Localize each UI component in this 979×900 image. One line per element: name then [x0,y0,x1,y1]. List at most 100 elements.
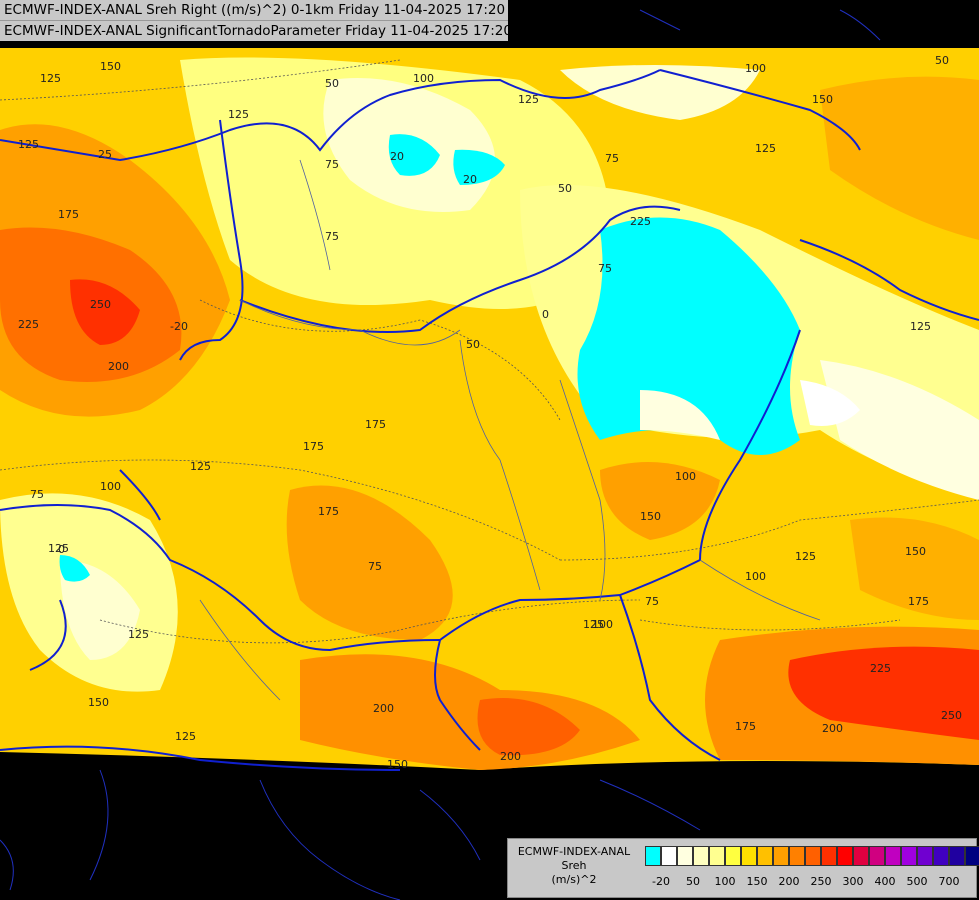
contour-label: 175 [303,440,324,453]
shade-orange [850,517,979,620]
contour-label: 200 [500,750,521,763]
contour-line [639,619,901,631]
border-line [0,69,661,162]
contour-label: 150 [100,60,121,73]
header-line-2: ECMWF-INDEX-ANAL SignificantTornadoParam… [0,21,512,41]
contour-label: 125 [795,550,816,563]
contour-label: 225 [870,662,891,675]
border-line [439,329,801,641]
shade-red [788,646,979,740]
shade-cream [60,560,140,660]
legend-swatch [773,846,789,866]
legend-swatch [821,846,837,866]
contour-label: 150 [88,696,109,709]
river-line [459,339,541,591]
border-line [619,594,721,761]
contour-label: 225 [18,318,39,331]
contour-label: 125 [18,138,39,151]
outside-border [0,839,14,891]
contour-label: 100 [745,62,766,75]
contour-label: 75 [368,560,382,573]
border-line [799,239,979,321]
shade-red [70,279,140,345]
border-line [434,639,481,751]
contour-label: -20 [170,320,188,333]
outside-border [89,769,109,881]
contour-label: 75 [325,230,339,243]
legend-title: ECMWF-INDEX-ANAL Sreh (m/s)^2 [510,845,638,887]
shade-cyan [59,555,90,582]
contour-line [559,499,979,561]
contour-line [199,299,561,421]
legend-swatch [901,846,917,866]
contour-label: 175 [58,208,79,221]
shade-cyan [453,149,505,185]
border-line [0,745,401,771]
outside-border [639,9,681,31]
legend-swatch [645,846,661,866]
shade-orange [820,76,979,241]
shade-cyan [577,217,800,455]
contour-label: 175 [735,720,756,733]
contour-label: 25 [98,148,112,161]
contour-label: 100 [413,72,434,85]
contour-label: 100 [675,470,696,483]
legend-swatch [869,846,885,866]
contour-line [0,59,401,101]
legend-swatch [757,846,773,866]
legend-swatch [853,846,869,866]
legend-swatch [789,846,805,866]
contour-label: 50 [558,182,572,195]
contour-label: 50 [325,77,339,90]
contour-label: 75 [325,158,339,171]
contour-label: 200 [108,360,129,373]
border-line [659,69,861,151]
contour-label: 250 [941,709,962,722]
river-line [559,379,606,601]
contour-label: 150 [812,93,833,106]
contour-label: 50 [935,54,949,67]
shade-cream [560,65,760,120]
contour-label: 100 [745,570,766,583]
river-line [199,599,281,701]
legend-tick-label: 400 [874,875,896,888]
contour-label: 125 [128,628,149,641]
contour-label: 75 [598,262,612,275]
shade-cyan [388,134,440,176]
legend-swatch [741,846,757,866]
river-line [239,299,461,346]
outside-border [599,779,701,831]
contour-label: 125 [40,72,61,85]
legend-swatch [805,846,821,866]
legend-swatch [837,846,853,866]
outside-border [419,789,481,861]
contour-label: 125 [583,618,604,631]
legend-swatches [645,846,979,866]
legend-tick-label: 100 [714,875,736,888]
contour-label: 125 [190,460,211,473]
contour-label: 50 [466,338,480,351]
legend-swatch [965,846,979,866]
border-line [179,119,244,361]
legend-swatch [709,846,725,866]
legend-swatch [917,846,933,866]
legend-tick-label: 250 [810,875,832,888]
contour-label: 100 [100,480,121,493]
legend-tick-label: 500 [906,875,928,888]
legend-tick-label: -20 [652,875,670,888]
shade-cream [820,360,979,500]
contour-label: 175 [318,505,339,518]
contour-label: 200 [822,722,843,735]
legend-title-line: (m/s)^2 [551,873,597,886]
legend-tick-label: 50 [686,875,700,888]
border-line [0,504,441,652]
legend-swatch [949,846,965,866]
contour-label: 125 [48,542,69,555]
contour-label: 250 [90,298,111,311]
contour-label: 20 [463,173,477,186]
contour-label: 125 [755,142,776,155]
contour-label: 175 [365,418,386,431]
shade-orange [286,485,453,640]
legend-swatch [693,846,709,866]
contour-label: 125 [910,320,931,333]
